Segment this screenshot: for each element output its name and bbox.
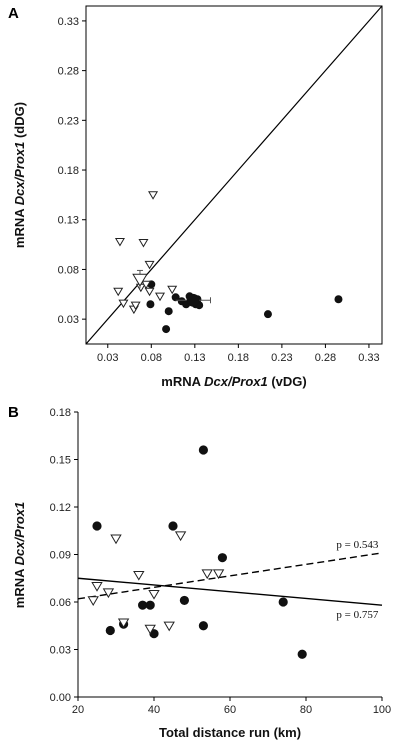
panel-a-data-point: [144, 287, 155, 297]
panel-b-data-point: [110, 534, 122, 545]
panel-b-data-point: [297, 649, 307, 659]
panel-b-y-tick-label: 0.00: [50, 692, 71, 704]
panel-b-regression-p-value: p = 0.543: [336, 539, 378, 551]
panel-b-regression-p-value: p = 0.757: [336, 609, 378, 621]
panel-a-data-point: [130, 301, 141, 311]
panel-a-marks: [85, 5, 383, 345]
panel-a-data-point: [154, 292, 166, 302]
panel-b-x-axis-label: Total distance run (km): [159, 725, 301, 740]
panel-a-data-point: [146, 300, 155, 309]
panel-a-data-point: [114, 238, 125, 247]
panel-b-data-point: [92, 521, 102, 531]
panel-a-y-axis-label: mRNA Dcx/Prox1 (dDG): [12, 102, 27, 248]
panel-b-data-point: [163, 621, 175, 632]
panel-a-y-ticks: 0.03 0.08 0.13 0.18 0.23 0.28 0.33: [58, 16, 86, 326]
panel-b-y-tick-label: 0.09: [50, 550, 71, 562]
panel-b: B 20 40 60 80 100 0.000.030.060.090.120.150.…: [8, 404, 391, 740]
panel-a-label: A: [8, 5, 19, 22]
panel-b-x-tick-label: 20: [72, 704, 84, 716]
panel-b-data-point: [179, 595, 189, 606]
panel-a-y-tick-label: 0.28: [58, 66, 79, 78]
panel-b-data-point: [144, 624, 156, 635]
panel-b-x-tick-label: 80: [300, 704, 312, 716]
panel-a-data-point: [263, 310, 272, 319]
panel-a-y-tick-label: 0.23: [58, 115, 79, 127]
panel-a-y-tick-label: 0.13: [58, 215, 79, 227]
panel-a-x-tick-label: 0.03: [97, 352, 118, 364]
panel-b-y-axis-label: mRNA Dcx/Prox1: [12, 502, 27, 608]
panel-b-data-point: [198, 621, 208, 631]
panel-a: A 0.03 0.08 0.13 0.18 0.23 0.28 0.33 0.030.080…: [8, 5, 383, 389]
panel-b-data-point: [174, 531, 187, 542]
panel-b-data-point: [198, 445, 208, 455]
panel-a-identity-line: [85, 5, 383, 345]
panel-b-data-point: [117, 618, 130, 629]
panel-b-data-point: [91, 582, 103, 592]
panel-b-y-tick-label: 0.18: [50, 407, 71, 419]
panel-a-y-tick-label: 0.08: [58, 264, 79, 276]
panel-a-x-axis-label: mRNA Dcx/Prox1 (vDG): [161, 374, 306, 389]
panel-b-data-point: [102, 588, 115, 599]
panel-b-label: B: [8, 404, 19, 421]
panel-b-y-tick-label: 0.12: [50, 502, 71, 514]
panel-a-mean-point: [132, 273, 148, 287]
panel-a-data-point: [167, 285, 178, 295]
panel-a-y-tick-label: 0.03: [58, 314, 79, 326]
panel-b-data-point: [87, 596, 99, 606]
panel-b-data-point: [138, 600, 148, 610]
panel-a-y-tick-label: 0.33: [58, 16, 79, 28]
panel-b-data-point: [212, 569, 225, 580]
panel-a-data-point: [113, 287, 124, 297]
panel-b-data-point: [105, 625, 115, 636]
panel-a-data-point: [164, 307, 173, 316]
panel-a-data-point: [118, 299, 129, 309]
panel-b-regression-line-solid: [77, 577, 383, 606]
panel-a-x-tick-label: 0.13: [184, 352, 205, 364]
panel-a-x-tick-label: 0.18: [228, 352, 249, 364]
panel-a-x-tick-label: 0.08: [141, 352, 162, 364]
panel-b-data-point: [201, 569, 213, 580]
panel-a-y-tick-label: 0.18: [58, 165, 79, 177]
panel-b-regression-line-dashed: [77, 552, 383, 600]
panel-b-data-point: [145, 600, 155, 610]
panel-b-y-ticks: 0.00 0.03 0.06 0.09 0.12 0.15 0.18: [50, 407, 78, 704]
panel-b-x-tick-label: 40: [148, 704, 160, 716]
panel-a-x-tick-label: 0.28: [315, 352, 336, 364]
panel-a-mean-point: [186, 293, 200, 307]
panel-b-data-point: [217, 553, 227, 563]
panel-b-x-ticks: 20 40 60 80 100: [72, 697, 391, 716]
panel-b-data-point: [278, 597, 288, 607]
panel-a-x-ticks: 0.03 0.08 0.13 0.18 0.23 0.28 0.33: [97, 344, 380, 364]
panel-b-data-point: [148, 589, 160, 600]
panel-b-y-tick-label: 0.03: [50, 645, 71, 657]
panel-b-y-tick-label: 0.15: [50, 455, 71, 467]
panel-a-data-point: [334, 295, 343, 304]
panel-b-data-point: [133, 570, 145, 581]
panel-a-data-point: [148, 191, 159, 200]
panel-a-data-point: [141, 280, 152, 290]
panel-a-data-point: [138, 238, 149, 248]
panel-b-x-tick-label: 100: [373, 704, 391, 716]
panel-a-data-point: [162, 325, 171, 334]
panel-a-x-tick-label: 0.33: [358, 352, 379, 364]
panel-b-x-tick-label: 60: [224, 704, 236, 716]
panel-a-x-tick-label: 0.23: [271, 352, 292, 364]
panel-a-data-point: [171, 293, 180, 302]
panel-a-data-point: [144, 260, 155, 270]
panel-b-data-point: [168, 521, 178, 531]
panel-b-marks: p = 0.543 p = 0.757: [77, 445, 383, 659]
panel-b-y-tick-label: 0.06: [50, 597, 71, 609]
panel-a-plot-frame: [85, 5, 383, 345]
